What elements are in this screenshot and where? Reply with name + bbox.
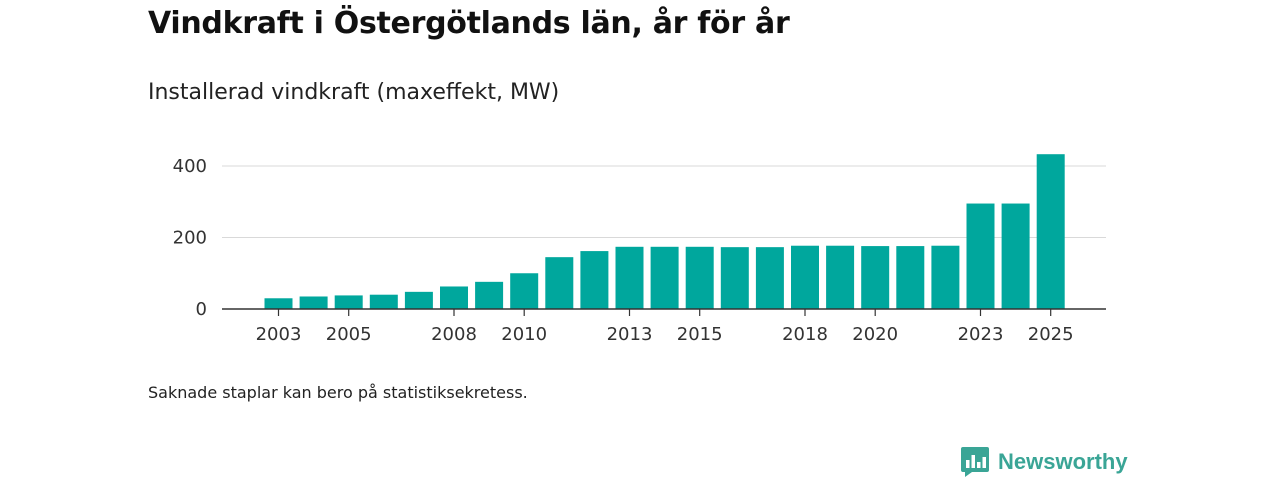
x-tick-label: 2003: [256, 324, 302, 345]
y-tick-label: 400: [173, 156, 207, 177]
x-tick-label: 2005: [326, 324, 372, 345]
x-tick-label: 2018: [782, 324, 828, 345]
bar-2023[interactable]: [966, 203, 995, 309]
bar-2005[interactable]: [334, 295, 363, 309]
x-tick-label: 2010: [501, 324, 547, 345]
brand-logo[interactable]: Newsworthy: [960, 446, 1128, 478]
x-tick-label: 2013: [607, 324, 653, 345]
x-tick-label: 2023: [958, 324, 1004, 345]
bar-2022[interactable]: [931, 245, 960, 309]
bar-2012[interactable]: [580, 251, 609, 309]
chart-title: Vindkraft i Östergötlands län, år för år: [148, 6, 790, 41]
bar-2013[interactable]: [615, 246, 644, 309]
bar-2015[interactable]: [685, 246, 714, 309]
bar-2011[interactable]: [545, 257, 574, 309]
bar-2003[interactable]: [264, 298, 293, 309]
bar-2010[interactable]: [510, 273, 539, 309]
bar-2006[interactable]: [369, 294, 398, 309]
bar-2025[interactable]: [1036, 154, 1065, 309]
y-tick-label: 0: [196, 299, 207, 320]
x-axis-ticks: 2003 2005 2008 2010 2013 2015 2018 2020 2023 2025: [256, 309, 1074, 345]
gridlines: [222, 165, 1106, 238]
bar-2020[interactable]: [861, 246, 890, 309]
bar-2014[interactable]: [650, 246, 679, 309]
bar-chart-logo-icon: [961, 447, 989, 477]
bar-chart: 0 200 400 2003 2005 2008 2010 2013 2015 2018 2020…: [173, 154, 1106, 345]
bar-2021[interactable]: [896, 246, 925, 309]
bar-2024[interactable]: [1001, 203, 1030, 309]
bars: [264, 154, 1065, 309]
bar-2016[interactable]: [720, 247, 749, 309]
bar-2018[interactable]: [791, 245, 819, 309]
x-tick-label: 2020: [852, 324, 898, 345]
y-axis-ticks: 0 200 400: [173, 156, 207, 320]
bar-2004[interactable]: [299, 296, 328, 309]
bar-2019[interactable]: [826, 245, 855, 309]
x-tick-label: 2008: [431, 324, 477, 345]
bar-2008[interactable]: [440, 286, 468, 309]
brand-name: Newsworthy: [998, 449, 1128, 474]
y-tick-label: 200: [173, 228, 207, 249]
x-tick-label: 2015: [677, 324, 723, 345]
chart-subtitle: Installerad vindkraft (maxeffekt, MW): [148, 80, 560, 105]
x-tick-label: 2025: [1028, 324, 1074, 345]
bar-2009[interactable]: [475, 281, 504, 309]
bar-2007[interactable]: [404, 291, 433, 309]
footnote: Saknade staplar kan bero på statistiksek…: [148, 383, 528, 402]
bar-2017[interactable]: [755, 247, 784, 309]
